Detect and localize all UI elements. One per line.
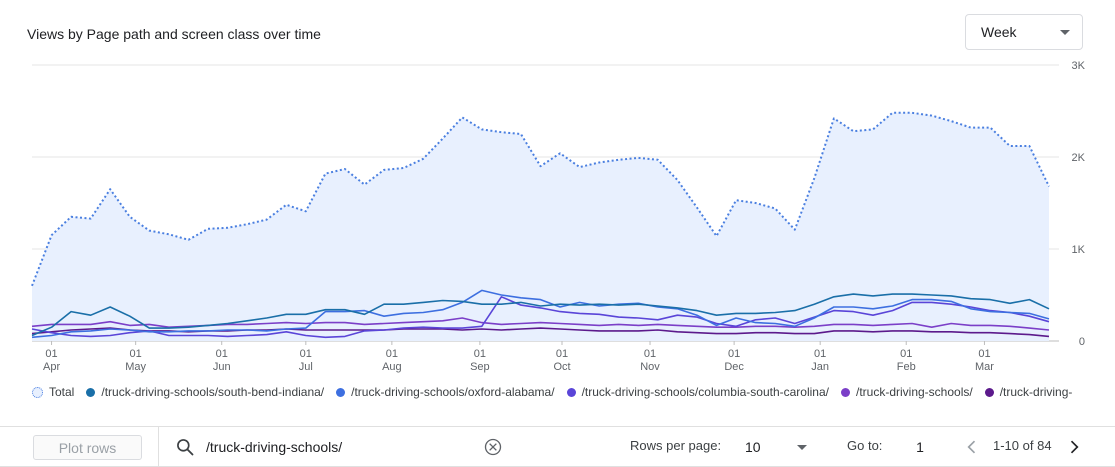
legend-label: /truck-driving-schools/south-bend-indian… — [101, 385, 325, 399]
x-tick-month: Oct — [553, 361, 570, 373]
legend-swatch — [86, 387, 96, 397]
y-tick-label: 1K — [1072, 244, 1086, 256]
x-tick-day: 01 — [814, 348, 826, 360]
rows-per-page-label: Rows per page: — [630, 438, 722, 453]
legend-label: /truck-driving-schools/columbia-south-ca… — [581, 385, 829, 399]
legend-item[interactable]: /truck-driving- — [984, 385, 1073, 399]
x-tick-month: Dec — [724, 361, 744, 373]
x-tick-month: Nov — [640, 361, 660, 373]
goto-page-input[interactable]: 1 — [916, 439, 924, 455]
chart-lines — [31, 111, 1050, 339]
x-tick-day: 01 — [130, 348, 142, 360]
x-tick-day: 01 — [386, 348, 398, 360]
page-range: 1-10 of 84 — [993, 438, 1052, 453]
legend-swatch — [841, 387, 850, 397]
divider — [158, 426, 159, 466]
x-tick-month: May — [125, 361, 146, 373]
legend-swatch — [336, 387, 346, 397]
x-tick-day: 01 — [474, 348, 486, 360]
x-tick-day: 01 — [978, 348, 990, 360]
legend-item[interactable]: /truck-driving-schools/oxford-alabama/ — [336, 385, 555, 399]
y-tick-label: 3K — [1072, 60, 1086, 72]
legend-swatch — [984, 387, 994, 397]
legend-label: Total — [49, 385, 75, 399]
x-tick-month: Apr — [43, 361, 60, 373]
chevron-left-icon[interactable] — [962, 437, 982, 457]
series-line — [31, 289, 1050, 339]
chart-legend: Total/truck-driving-schools/south-bend-i… — [32, 384, 1115, 400]
divider — [0, 426, 1115, 427]
chevron-right-icon[interactable] — [1064, 437, 1084, 457]
x-axis-ticks: 01Apr01May01Jun01Jul01Aug01Sep01Oct01Nov… — [43, 341, 994, 373]
x-tick-month: Jun — [213, 361, 231, 373]
legend-item[interactable]: /truck-driving-schools/ — [841, 385, 973, 399]
x-tick-day: 01 — [556, 348, 568, 360]
x-tick-day: 01 — [45, 348, 57, 360]
x-tick-day: 01 — [644, 348, 656, 360]
x-tick-month: Jan — [811, 361, 829, 373]
legend-item[interactable]: /truck-driving-schools/columbia-south-ca… — [566, 385, 829, 399]
y-tick-label: 2K — [1072, 152, 1086, 164]
search-input[interactable]: /truck-driving-schools/ — [206, 439, 343, 455]
legend-label: /truck-driving-schools/ — [856, 385, 973, 399]
period-select[interactable]: Week — [965, 14, 1083, 50]
x-tick-day: 01 — [900, 348, 912, 360]
goto-label: Go to: — [847, 438, 883, 453]
plot-rows-button[interactable]: Plot rows — [33, 435, 142, 460]
period-select-value: Week — [981, 24, 1017, 40]
y-axis-ticks: 0 1K 2K 3K — [1072, 60, 1086, 348]
x-tick-month: Sep — [470, 361, 490, 373]
series-line — [31, 293, 1050, 337]
legend-item[interactable]: /truck-driving-schools/south-bend-indian… — [86, 385, 324, 399]
legend-item[interactable]: Total — [32, 385, 74, 399]
x-tick-day: 01 — [300, 348, 312, 360]
legend-swatch — [32, 386, 43, 398]
search-icon — [177, 439, 194, 456]
x-tick-day: 01 — [216, 348, 228, 360]
legend-label: /truck-driving-schools/oxford-alabama/ — [351, 385, 555, 399]
y-tick-label: 0 — [1079, 336, 1085, 348]
legend-label: /truck-driving- — [999, 385, 1073, 399]
x-tick-month: Feb — [897, 361, 916, 373]
total-area — [32, 112, 1049, 341]
rows-per-page-select[interactable]: 10 — [745, 437, 807, 457]
x-tick-month: Aug — [382, 361, 402, 373]
chart-title: Views by Page path and screen class over… — [27, 26, 321, 42]
chart-area-fill — [32, 112, 1049, 341]
series-line — [31, 296, 1050, 339]
x-tick-day: 01 — [728, 348, 740, 360]
series-line — [31, 111, 1050, 287]
chevron-down-icon — [1060, 29, 1070, 35]
x-tick-month: Jul — [299, 361, 313, 373]
rows-per-page-value: 10 — [745, 439, 761, 455]
x-tick-month: Mar — [975, 361, 994, 373]
legend-swatch — [566, 387, 576, 397]
clear-search-icon[interactable] — [483, 437, 503, 457]
chevron-down-icon — [797, 444, 807, 450]
